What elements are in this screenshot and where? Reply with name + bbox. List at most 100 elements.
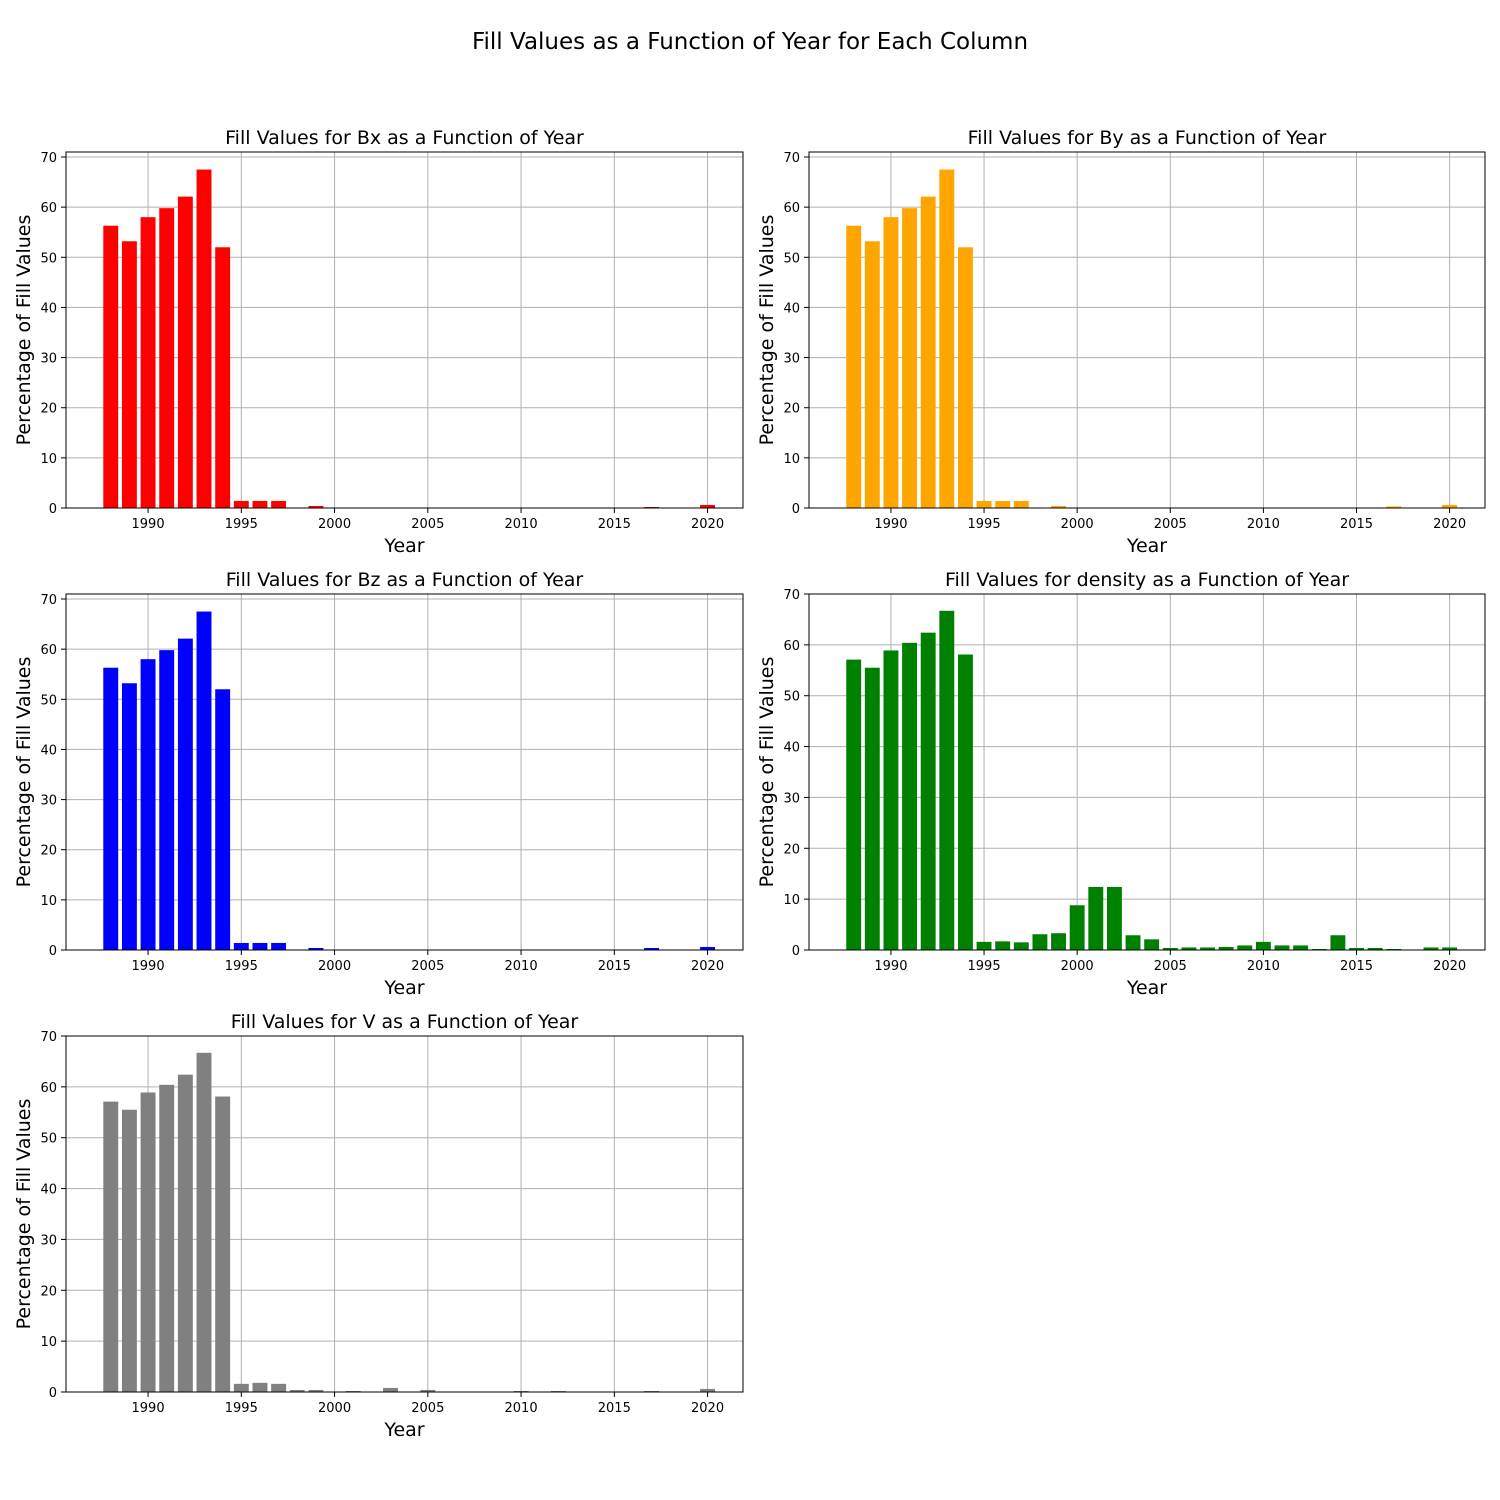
y-tick-label: 0 — [49, 944, 57, 959]
bar — [700, 946, 716, 950]
bar — [883, 217, 899, 508]
bar — [1162, 947, 1178, 950]
y-tick-label: 0 — [792, 502, 800, 517]
y-tick-label: 50 — [783, 251, 800, 266]
y-tick-label: 10 — [40, 894, 57, 909]
y-tick-label: 50 — [783, 690, 800, 705]
bar — [121, 1109, 137, 1392]
bar — [1181, 947, 1197, 950]
bar — [1330, 935, 1346, 950]
plot-frame — [65, 151, 744, 509]
x-tick-label: 2015 — [598, 517, 631, 532]
x-tick-label: 2005 — [411, 959, 444, 974]
bar — [939, 169, 955, 508]
y-tick-label: 0 — [49, 502, 57, 517]
y-tick-label: 60 — [40, 643, 57, 658]
subplot-1: 1990 1995 2000 2005 2010 2015 2020 0 10 20 30 40 50 6… — [13, 127, 744, 557]
x-tick-label: 1995 — [968, 517, 1001, 532]
bar — [103, 1101, 119, 1392]
bar — [215, 689, 231, 950]
bar — [159, 1084, 175, 1392]
bar — [920, 196, 936, 508]
bar — [345, 1390, 361, 1392]
bar — [252, 942, 268, 950]
x-tick-label: 1995 — [225, 517, 258, 532]
subplot-title: Fill Values for V as a Function of Year — [231, 1011, 579, 1033]
bar — [513, 1390, 529, 1392]
bar — [121, 683, 137, 950]
x-tick-label: 2005 — [411, 517, 444, 532]
x-tick-label: 2015 — [598, 1401, 631, 1416]
bar — [308, 505, 324, 508]
bar — [902, 208, 918, 508]
bar — [976, 500, 992, 508]
bar — [177, 196, 193, 508]
bar — [644, 1390, 660, 1392]
bar — [196, 169, 212, 508]
bar — [957, 247, 973, 508]
bar — [1274, 945, 1290, 950]
bar — [1255, 941, 1271, 950]
x-tick-label: 2010 — [505, 1401, 538, 1416]
bar — [308, 947, 324, 950]
bar — [1442, 504, 1458, 508]
x-tick-label: 1995 — [968, 959, 1001, 974]
x-tick-label: 2005 — [1154, 517, 1187, 532]
bar — [233, 500, 249, 508]
x-tick-label: 1990 — [874, 959, 907, 974]
subplot-title: Fill Values for density as a Function of… — [945, 569, 1349, 591]
x-tick-label: 2020 — [1433, 517, 1466, 532]
bar — [271, 500, 287, 508]
figure-suptitle: Fill Values as a Function of Year for Ea… — [472, 29, 1028, 55]
bar — [140, 217, 156, 508]
bar — [215, 247, 231, 508]
bar — [1088, 886, 1104, 950]
y-tick-label: 60 — [783, 639, 800, 654]
x-tick-label: 1990 — [874, 517, 907, 532]
y-tick-label: 40 — [783, 741, 800, 756]
x-tick-label: 2020 — [691, 1401, 724, 1416]
bar — [957, 654, 973, 950]
y-tick-label: 40 — [40, 743, 57, 758]
x-tick-label: 2015 — [1340, 517, 1373, 532]
bar — [252, 500, 268, 508]
y-tick-label: 40 — [40, 301, 57, 316]
y-tick-label: 10 — [40, 452, 57, 467]
bar — [140, 659, 156, 950]
x-tick-label: 2010 — [505, 517, 538, 532]
x-tick-label: 2020 — [1433, 959, 1466, 974]
bar — [1125, 935, 1141, 950]
x-tick-label: 1995 — [225, 959, 258, 974]
bar — [1311, 948, 1327, 950]
bar — [271, 942, 287, 950]
plot-frame — [808, 593, 1486, 951]
bar — [1367, 947, 1383, 950]
bar — [103, 225, 119, 509]
bar — [1144, 939, 1160, 950]
plot-frame — [808, 151, 1486, 509]
bar — [976, 941, 992, 950]
bar — [1032, 934, 1048, 950]
y-tick-label: 50 — [40, 1132, 57, 1147]
bar — [121, 241, 137, 508]
x-tick-label: 1990 — [132, 959, 165, 974]
y-tick-label: 30 — [40, 352, 57, 367]
y-tick-label: 10 — [783, 893, 800, 908]
y-tick-label: 0 — [49, 1386, 57, 1401]
y-axis-label: Percentage of Fill Values — [13, 1099, 35, 1330]
x-tick-label: 2010 — [505, 959, 538, 974]
bar — [420, 1389, 436, 1392]
subplot-3: 1990 1995 2000 2005 2010 2015 2020 0 10 20 30 40 50 6… — [13, 569, 744, 999]
y-tick-label: 10 — [783, 452, 800, 467]
bar — [1069, 905, 1085, 950]
y-tick-label: 40 — [783, 301, 800, 316]
y-tick-label: 50 — [40, 251, 57, 266]
bar — [1237, 945, 1253, 950]
subplot-title: Fill Values for By as a Function of Year — [968, 127, 1327, 149]
bar — [252, 1382, 268, 1392]
bar — [103, 667, 119, 950]
bar — [700, 1388, 716, 1392]
x-tick-label: 1995 — [225, 1401, 258, 1416]
x-tick-label: 2015 — [598, 959, 631, 974]
